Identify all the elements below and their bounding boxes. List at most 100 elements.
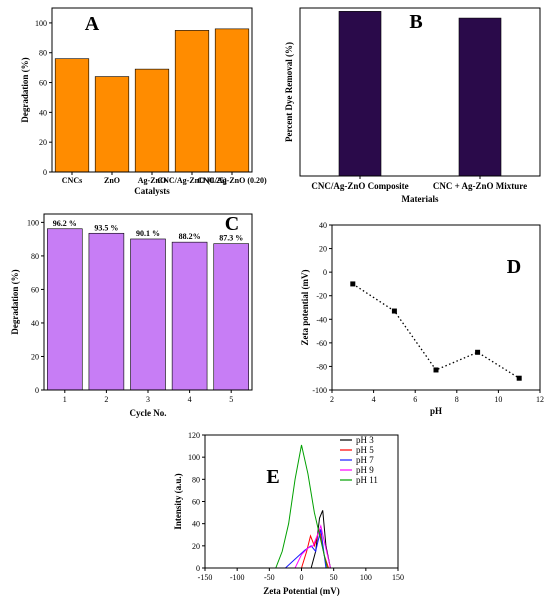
ytick-label-d-7: -100 (312, 386, 327, 395)
ylabel-c: Degradation (%) (10, 269, 20, 334)
xtick-label-e-0: -150 (198, 573, 213, 582)
bar-a-1 (94, 76, 130, 173)
bar-b-0 (338, 11, 382, 177)
chart-a-frame (51, 7, 253, 173)
ylabel-e: Intensity (a.u.) (173, 473, 183, 529)
xtick-label-c-1: 2 (104, 395, 108, 404)
ytick-label-d-6: -80 (316, 362, 327, 371)
ytick-label-e-2: 40 (192, 520, 200, 529)
bar-c-4 (213, 243, 249, 391)
xtick-label-c-2: 3 (146, 395, 150, 404)
bar-c-1 (88, 232, 125, 391)
chart-b-frame (299, 7, 541, 177)
ytick-label-e-1: 20 (192, 542, 200, 551)
ylabel-a: Degradation (%) (20, 57, 30, 122)
xlabel-d: pH (430, 406, 442, 416)
point-d-4 (516, 375, 522, 381)
panel-label-d: D (507, 256, 521, 278)
ytick-label-c-1: 20 (31, 352, 39, 361)
legend-label-e-2: pH 7 (356, 455, 374, 465)
ytick-label-a-0: 0 (43, 168, 47, 177)
ytick-label-c-3: 60 (31, 285, 39, 294)
bar-c-3 (171, 241, 208, 391)
ytick-label-e-6: 120 (188, 431, 200, 440)
ytick-label-a-1: 20 (39, 138, 47, 147)
data-label-c-3: 88.2% (179, 232, 201, 241)
bar-b-1 (458, 17, 502, 177)
bar-c-0 (47, 228, 83, 391)
series-line-e-0 (205, 510, 398, 569)
bar-a-0 (54, 58, 90, 173)
ytick-label-e-0: 0 (196, 564, 200, 573)
panel-label-c: C (225, 213, 239, 235)
xtick-label-a-2: Ag-ZnO (138, 176, 166, 185)
data-label-c-1: 93.5 % (94, 223, 118, 232)
xtick-label-e-6: 150 (392, 573, 404, 582)
ytick-label-c-4: 80 (31, 252, 39, 261)
ytick-label-e-5: 100 (188, 453, 200, 462)
panel-label-a: A (85, 13, 100, 35)
ytick-label-a-4: 80 (39, 49, 47, 58)
xlabel-c: Cycle No. (130, 408, 167, 418)
data-label-c-0: 96.2 % (53, 219, 77, 228)
ylabel-d: Zeta potential (mV) (300, 270, 310, 346)
ytick-label-d-3: -20 (316, 292, 327, 301)
xtick-label-d-2: 6 (413, 395, 417, 404)
xlabel-a: Catalysts (134, 186, 170, 196)
xtick-label-d-3: 8 (455, 395, 459, 404)
xlabel-b: Materials (402, 194, 439, 204)
xtick-label-a-4: CNC/Ag-ZnO (0.20) (197, 176, 267, 185)
series-line-e-2 (205, 529, 398, 569)
ytick-label-c-2: 40 (31, 319, 39, 328)
bar-a-4 (214, 28, 250, 173)
point-d-2 (433, 367, 439, 373)
ytick-label-d-5: -60 (316, 339, 327, 348)
xtick-label-a-3: CNC/Ag-ZnO (0.25) (157, 176, 227, 185)
panel-label-e: E (266, 466, 279, 488)
legend-label-e-3: pH 9 (356, 465, 374, 475)
xtick-label-d-5: 12 (536, 395, 544, 404)
ytick-label-a-3: 60 (39, 79, 47, 88)
bar-a-2 (134, 68, 170, 173)
legend-label-e-1: pH 5 (356, 445, 374, 455)
chart-c-frame (43, 213, 253, 391)
xtick-label-e-5: 100 (360, 573, 372, 582)
ytick-label-c-5: 100 (27, 218, 39, 227)
data-label-c-4: 87.3 % (219, 234, 243, 243)
xtick-label-a-0: CNCs (62, 176, 82, 185)
xtick-label-e-2: -50 (264, 573, 275, 582)
ytick-label-e-4: 80 (192, 475, 200, 484)
ylabel-b: Percent Dye Removal (%) (284, 42, 294, 142)
xtick-label-e-4: 50 (330, 573, 338, 582)
bar-c-2 (130, 238, 166, 391)
ytick-label-c-0: 0 (35, 386, 39, 395)
xtick-label-b-0: CNC/Ag-ZnO Composite (311, 181, 408, 191)
xtick-label-e-3: 0 (300, 573, 304, 582)
xtick-label-d-1: 4 (372, 395, 376, 404)
xtick-label-c-0: 1 (63, 395, 67, 404)
xtick-label-b-1: CNC + Ag-ZnO Mixture (433, 181, 527, 191)
series-line-e-1 (205, 529, 398, 569)
chart-d-frame (331, 224, 541, 391)
ytick-label-a-2: 40 (39, 108, 47, 117)
xtick-label-a-1: ZnO (104, 176, 120, 185)
xtick-label-c-4: 5 (229, 395, 233, 404)
point-d-1 (391, 308, 397, 314)
legend-label-e-0: pH 3 (356, 435, 374, 445)
legend-label-e-4: pH 11 (356, 475, 378, 485)
data-label-c-2: 90.1 % (136, 229, 160, 238)
ytick-label-a-5: 100 (35, 19, 47, 28)
series-line-e-3 (205, 524, 398, 569)
ytick-label-d-1: 20 (319, 245, 327, 254)
ytick-label-d-0: 40 (319, 221, 327, 230)
point-d-3 (475, 349, 481, 355)
ytick-label-d-4: -40 (316, 315, 327, 324)
xtick-label-e-1: -100 (230, 573, 245, 582)
xtick-label-d-4: 10 (494, 395, 502, 404)
xlabel-e: Zeta Potential (mV) (263, 586, 339, 596)
series-line-e-4 (205, 444, 398, 569)
ytick-label-d-2: 0 (323, 268, 327, 277)
series-line-d (352, 283, 520, 379)
xtick-label-c-3: 4 (188, 395, 192, 404)
